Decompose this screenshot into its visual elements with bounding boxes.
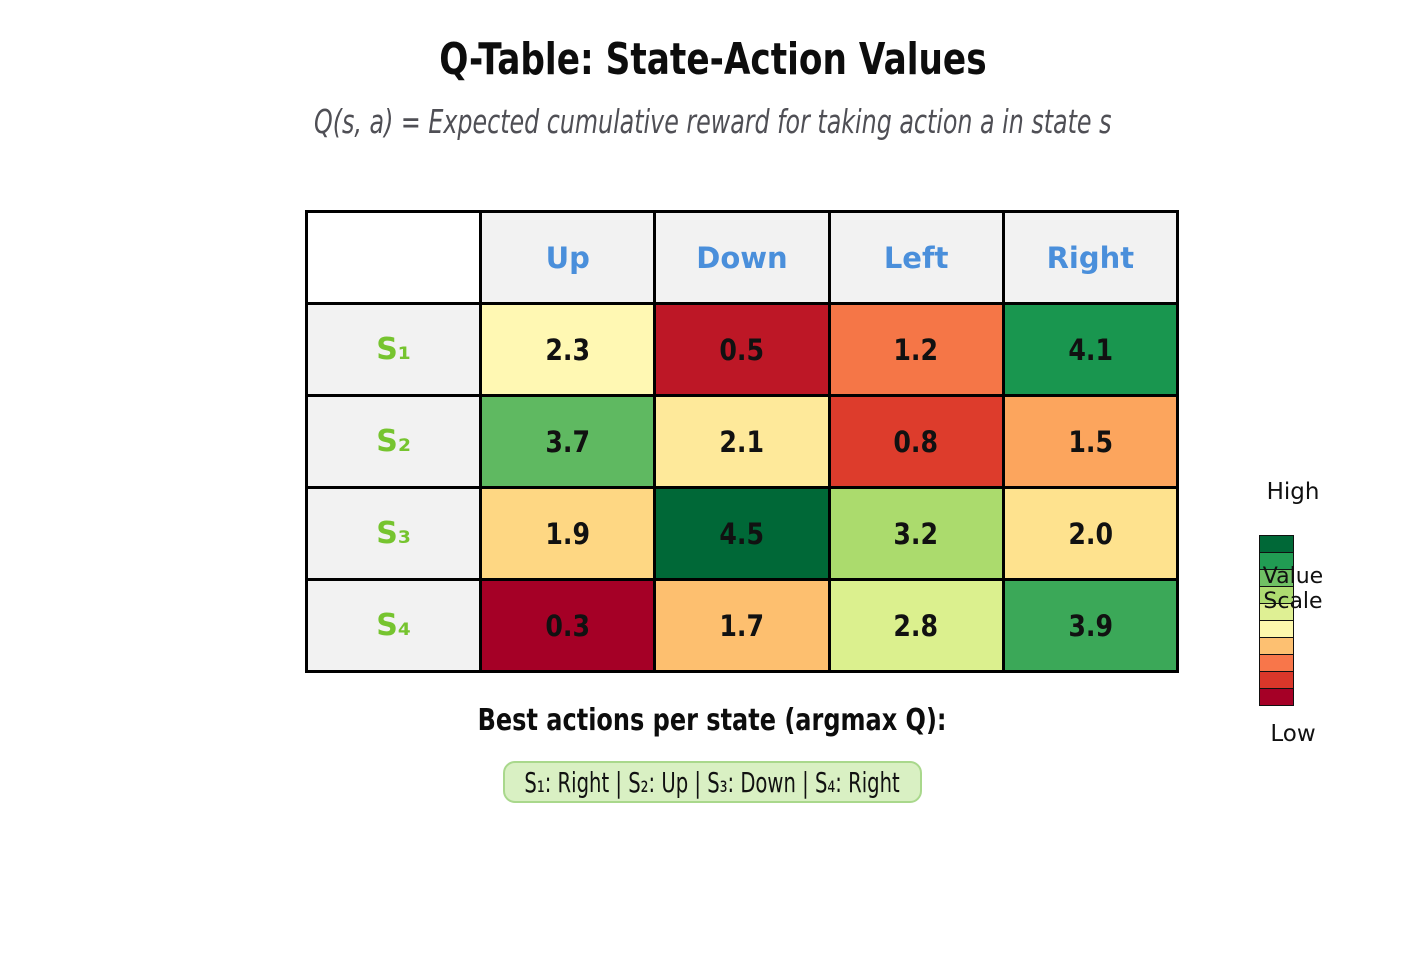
- legend-title-line: Value: [1262, 564, 1324, 589]
- q-cell-s2-left: 0.8: [827, 394, 1005, 489]
- q-value: 1.2: [893, 332, 939, 367]
- colorbar-swatch-9: [1259, 671, 1294, 689]
- legend-high-label: High: [1266, 479, 1320, 505]
- q-value: 4.1: [1068, 332, 1113, 367]
- q-value: 1.7: [719, 608, 765, 643]
- page-title: Q-Table: State-Action Values: [0, 36, 1425, 84]
- colorbar-swatch-10: [1259, 688, 1294, 706]
- q-cell-s3-down: 4.5: [653, 486, 831, 581]
- q-cell-s2-up: 3.7: [479, 394, 657, 489]
- action-header-right: Right: [1001, 210, 1180, 305]
- q-table: Up Down Left Right S₁ 2.3 0.5 1.2 4.1 S₂ 3.7 2.1 0.8…: [304, 210, 1180, 673]
- legend-low-label: Low: [1270, 721, 1316, 747]
- colorbar-swatch-7: [1259, 637, 1294, 655]
- q-value: 1.9: [545, 516, 591, 551]
- colorbar-swatch-6: [1259, 620, 1294, 638]
- q-cell-s1-up: 2.3: [479, 302, 657, 397]
- state-label-s4: S₄: [304, 578, 483, 673]
- q-value: 2.0: [1068, 516, 1113, 551]
- q-value: 3.2: [893, 516, 939, 551]
- q-value: 1.5: [1068, 424, 1113, 459]
- q-cell-s2-down: 2.1: [653, 394, 831, 489]
- q-cell-s1-left: 1.2: [827, 302, 1005, 397]
- table-row: S₃ 1.9 4.5 3.2 2.0: [304, 486, 1180, 581]
- legend-title: Value Scale: [1233, 564, 1353, 614]
- colorbar: [1259, 535, 1294, 706]
- q-value: 0.8: [893, 424, 939, 459]
- legend-title-line: Scale: [1263, 589, 1323, 614]
- action-header-down: Down: [653, 210, 831, 305]
- subtitle: Q(s, a) = Expected cumulative reward for…: [0, 101, 1425, 143]
- q-value: 0.5: [719, 332, 765, 367]
- subtitle-text: Q(s, a) = Expected cumulative reward for…: [313, 102, 1112, 141]
- q-value: 4.5: [719, 516, 765, 551]
- state-label-s1: S₁: [304, 302, 483, 397]
- state-label-s2: S₂: [304, 394, 483, 489]
- q-cell-s1-down: 0.5: [653, 302, 831, 397]
- corner-cell: [304, 210, 483, 305]
- q-value: 2.8: [893, 608, 939, 643]
- q-value: 3.9: [1068, 608, 1113, 643]
- table-row: S₄ 0.3 1.7 2.8 3.9: [304, 578, 1180, 673]
- q-value: 2.3: [545, 332, 591, 367]
- page-title-text: Q-Table: State-Action Values: [438, 34, 987, 85]
- best-actions-heading: Best actions per state (argmax Q):: [0, 704, 1425, 738]
- best-actions-heading-text: Best actions per state (argmax Q):: [478, 703, 947, 738]
- q-cell-s2-right: 1.5: [1001, 394, 1180, 489]
- q-value: 2.1: [719, 424, 765, 459]
- q-cell-s3-right: 2.0: [1001, 486, 1180, 581]
- q-cell-s4-left: 2.8: [827, 578, 1005, 673]
- q-value: 3.7: [545, 424, 591, 459]
- q-cell-s3-up: 1.9: [479, 486, 657, 581]
- colorbar-swatch-1: [1259, 535, 1294, 553]
- q-cell-s4-down: 1.7: [653, 578, 831, 673]
- best-actions-badge: S₁: Right | S₂: Up | S₃: Down | S₄: Righ…: [503, 761, 922, 803]
- q-cell-s4-right: 3.9: [1001, 578, 1180, 673]
- q-value: 0.3: [545, 608, 591, 643]
- state-label-s3: S₃: [304, 486, 483, 581]
- action-header-up: Up: [479, 210, 657, 305]
- action-header-left: Left: [827, 210, 1005, 305]
- q-cell-s4-up: 0.3: [479, 578, 657, 673]
- best-actions-summary: S₁: Right | S₂: Up | S₃: Down | S₄: Righ…: [524, 765, 901, 799]
- colorbar-swatch-8: [1259, 654, 1294, 672]
- q-cell-s3-left: 3.2: [827, 486, 1005, 581]
- table-row: S₁ 2.3 0.5 1.2 4.1: [304, 302, 1180, 397]
- q-cell-s1-right: 4.1: [1001, 302, 1180, 397]
- table-row: S₂ 3.7 2.1 0.8 1.5: [304, 394, 1180, 489]
